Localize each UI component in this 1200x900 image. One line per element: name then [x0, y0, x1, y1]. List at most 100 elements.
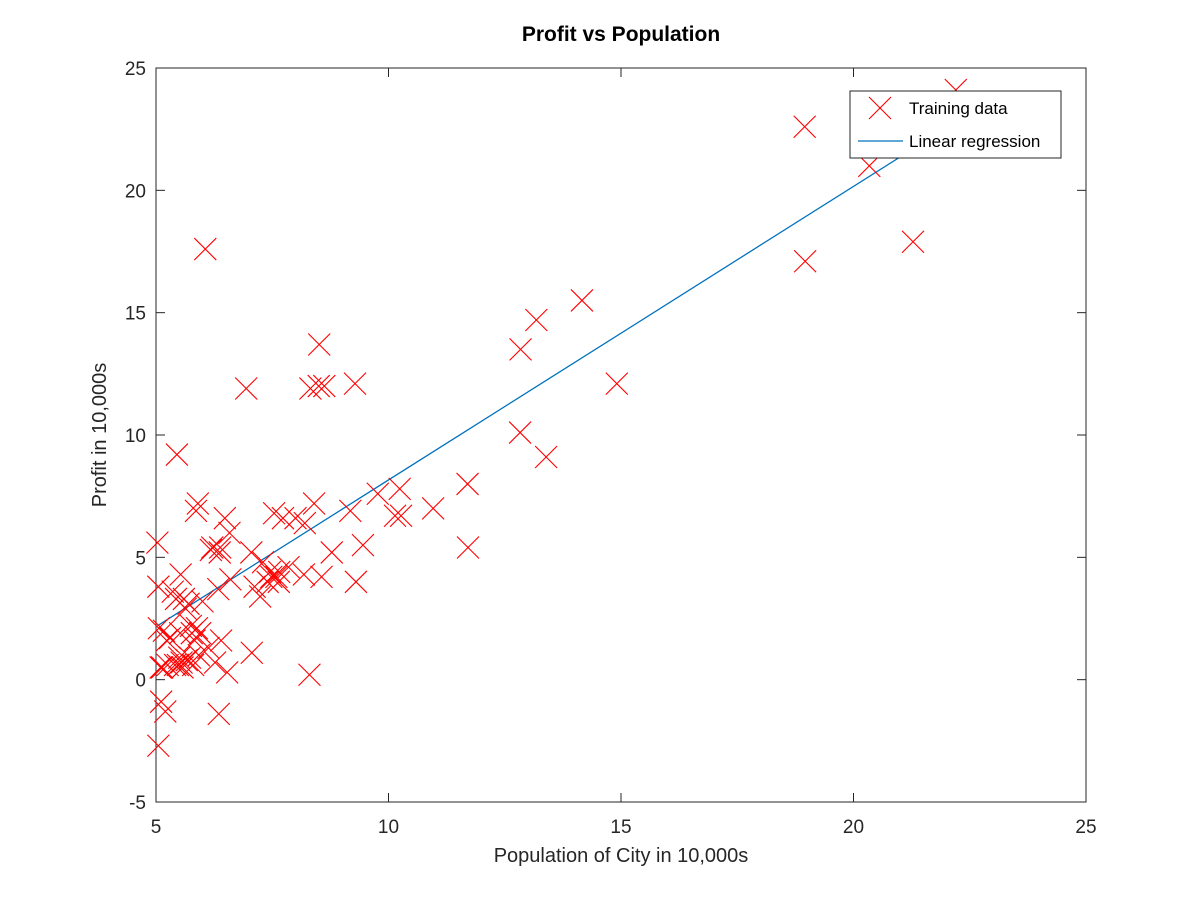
data-point	[146, 531, 169, 555]
x-tick-label: 20	[843, 817, 864, 838]
axis-ticks: 5 10 15 20 25 -5 0 5 10 15 20 25	[125, 59, 1097, 838]
x-tick-label: 5	[151, 817, 162, 838]
data-point	[240, 641, 264, 665]
data-point	[197, 636, 220, 660]
data-point	[234, 377, 258, 400]
data-point	[177, 592, 200, 616]
data-point	[351, 533, 375, 557]
data-point	[262, 501, 286, 525]
data-point	[163, 653, 187, 677]
y-tick-label: 5	[135, 548, 146, 569]
data-point	[146, 734, 170, 758]
data-point	[298, 663, 321, 687]
data-point	[534, 445, 558, 469]
data-point	[256, 570, 279, 594]
data-point	[259, 565, 283, 589]
data-point	[219, 567, 242, 591]
data-point	[366, 482, 390, 506]
data-point	[171, 656, 194, 679]
data-point	[570, 289, 594, 312]
data-point	[169, 563, 193, 586]
chart-title: Profit vs Population	[522, 23, 720, 46]
data-point	[175, 648, 199, 672]
data-point	[167, 646, 191, 670]
data-point	[185, 616, 209, 640]
regression-line	[157, 121, 957, 627]
x-tick-label: 10	[378, 817, 399, 838]
y-tick-label: 15	[125, 304, 146, 325]
data-point	[209, 629, 233, 652]
data-point	[265, 565, 288, 589]
data-point	[199, 538, 223, 562]
data-point	[298, 377, 322, 400]
data-point	[215, 660, 239, 684]
data-point	[302, 492, 326, 515]
data-point	[208, 541, 232, 564]
data-point	[165, 443, 189, 466]
data-point	[184, 499, 208, 523]
data-point	[203, 651, 227, 674]
y-tick-label: 20	[125, 181, 146, 202]
data-point	[188, 621, 212, 645]
training-points	[146, 78, 968, 758]
data-point	[186, 492, 210, 515]
y-tick-label: -5	[129, 793, 146, 814]
data-point	[277, 555, 300, 579]
data-point	[509, 337, 532, 361]
data-point	[312, 374, 336, 398]
data-point	[383, 504, 407, 528]
data-point	[421, 497, 445, 520]
data-point	[248, 585, 272, 608]
data-point	[150, 656, 174, 679]
data-point	[200, 536, 224, 559]
data-point	[146, 575, 170, 599]
data-point	[239, 541, 263, 564]
data-point	[206, 577, 230, 601]
data-point	[267, 570, 291, 594]
data-point	[901, 230, 925, 254]
data-point	[307, 333, 331, 356]
data-point	[524, 308, 548, 332]
legend-marker-x	[868, 96, 892, 120]
y-axis-label: Profit in 10,000s	[89, 363, 111, 508]
data-point	[193, 237, 217, 261]
data-point	[293, 511, 317, 535]
data-point	[178, 646, 202, 670]
data-point	[155, 629, 179, 652]
data-point	[310, 565, 333, 589]
data-point	[388, 477, 412, 501]
data-point	[857, 154, 881, 178]
data-point	[168, 621, 192, 645]
legend-label-regression: Linear regression	[909, 132, 1040, 151]
plot-area	[155, 67, 1087, 803]
data-point	[174, 597, 198, 621]
regression-line-group	[157, 121, 957, 627]
data-point	[344, 570, 368, 594]
data-point	[320, 541, 344, 564]
data-point	[187, 643, 211, 667]
data-point	[605, 372, 629, 396]
data-point	[456, 472, 479, 496]
data-point	[213, 506, 237, 530]
data-point	[218, 521, 241, 545]
data-point	[208, 536, 232, 559]
data-point	[191, 589, 214, 613]
y-tick-label: 10	[125, 426, 146, 447]
data-point	[161, 580, 185, 603]
data-point	[793, 115, 817, 139]
data-point	[179, 614, 203, 638]
data-point	[251, 550, 275, 574]
data-point	[456, 536, 480, 559]
data-point	[207, 702, 231, 726]
data-point	[153, 700, 177, 723]
data-point	[343, 372, 367, 396]
data-point	[147, 616, 171, 640]
x-tick-label: 25	[1075, 817, 1096, 838]
data-point	[271, 506, 295, 530]
data-point	[307, 374, 331, 398]
data-point	[152, 619, 176, 643]
y-tick-label: 0	[135, 671, 146, 692]
y-tick-label: 25	[125, 59, 146, 80]
legend-label-training: Training data	[909, 99, 1008, 118]
